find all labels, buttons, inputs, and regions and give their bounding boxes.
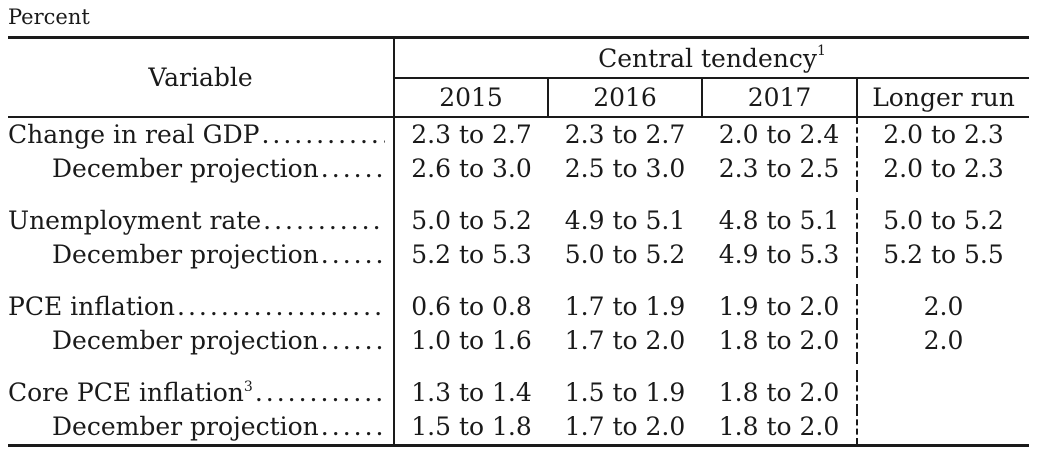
row-gap — [8, 186, 1029, 204]
row-label: Unemployment rate — [8, 206, 262, 235]
value-cell: 1.5 to 1.9 — [564, 378, 686, 407]
row-label-cell: Core PCE inflation3.....................… — [8, 376, 395, 410]
table-row: December projection.....................… — [8, 238, 1029, 272]
value-cell: 2.0 to 2.3 — [883, 154, 1004, 183]
value-cell: 1.3 to 1.4 — [411, 378, 532, 407]
table-row: December projection.....................… — [8, 410, 1030, 447]
row-label-cell: December projection.....................… — [8, 410, 395, 447]
central-tendency-header: Central tendency1 — [394, 36, 1030, 78]
central-tendency-label: Central tendency — [598, 43, 817, 73]
value-cell: 1.7 to 2.0 — [548, 410, 702, 447]
projections-table-wrapper: Variable Central tendency1 2015 2016 201… — [8, 36, 1030, 447]
row-label-cell: PCE inflation...........................… — [8, 290, 395, 324]
value-cell: 2.6 to 3.0 — [411, 154, 532, 183]
value-cell: 1.0 to 1.6 — [411, 326, 532, 355]
value-cell: 2.3 to 2.7 — [564, 120, 686, 149]
value-cell: 2.5 to 3.0 — [564, 154, 686, 183]
value-cell — [857, 376, 1029, 410]
year-header-2015: 2015 — [394, 77, 549, 118]
row-gap — [8, 272, 1029, 290]
row-label: December projection — [52, 240, 319, 269]
row-gap — [8, 358, 1029, 376]
row-label: December projection — [52, 412, 319, 441]
longer-run-header: Longer run — [857, 77, 1030, 118]
value-cell: 4.9 to 5.1 — [564, 206, 686, 235]
value-cell: 2.0 — [923, 326, 964, 355]
row-label-cell: December projection.....................… — [8, 152, 395, 186]
table-row: Change in real GDP......................… — [8, 117, 1029, 152]
row-label-cell: Unemployment rate.......................… — [8, 204, 395, 238]
table-row: December projection.....................… — [8, 152, 1029, 186]
year-header-2016: 2016 — [548, 77, 703, 118]
central-tendency-footnote: 1 — [816, 42, 826, 59]
row-label-cell: Change in real GDP......................… — [8, 117, 395, 152]
value-cell: 1.5 to 1.8 — [394, 410, 548, 447]
row-label: December projection — [52, 326, 319, 355]
row-label: PCE inflation — [8, 292, 176, 321]
row-label: Change in real GDP — [8, 120, 260, 149]
value-cell: 2.0 — [923, 292, 964, 321]
year-header-2017: 2017 — [702, 77, 858, 118]
table-row: Core PCE inflation3.....................… — [8, 376, 1029, 410]
value-cell: 5.0 to 5.2 — [883, 206, 1004, 235]
variable-header: Variable — [8, 36, 395, 118]
value-cell: 4.9 to 5.3 — [702, 238, 858, 272]
row-footnote: 3 — [243, 379, 253, 395]
unit-label: Percent — [8, 5, 90, 29]
row-label-cell: December projection.....................… — [8, 324, 395, 358]
value-cell: 2.3 to 2.7 — [411, 120, 532, 149]
value-cell: 1.8 to 2.0 — [702, 324, 858, 358]
value-cell: 1.7 to 1.9 — [564, 292, 686, 321]
value-cell: 1.9 to 2.0 — [702, 290, 858, 324]
value-cell: 4.8 to 5.1 — [702, 204, 858, 238]
row-label: Core PCE inflation — [8, 378, 244, 407]
value-cell: 5.2 to 5.3 — [411, 240, 532, 269]
table-row: Unemployment rate.......................… — [8, 204, 1029, 238]
value-cell — [857, 410, 1030, 447]
value-cell: 2.0 to 2.4 — [702, 117, 858, 152]
table-row: December projection.....................… — [8, 324, 1029, 358]
row-label-cell: December projection.....................… — [8, 238, 395, 272]
value-cell: 2.3 to 2.5 — [702, 152, 858, 186]
value-cell: 1.7 to 2.0 — [564, 326, 686, 355]
value-cell: 0.6 to 0.8 — [411, 292, 532, 321]
value-cell: 5.0 to 5.2 — [411, 206, 532, 235]
value-cell: 5.0 to 5.2 — [564, 240, 686, 269]
row-label: December projection — [52, 154, 319, 183]
value-cell: 1.8 to 2.0 — [702, 376, 858, 410]
value-cell: 2.0 to 2.3 — [883, 120, 1004, 149]
projections-table: Variable Central tendency1 2015 2016 201… — [8, 36, 1030, 447]
value-cell: 1.8 to 2.0 — [702, 410, 858, 447]
table-row: PCE inflation...........................… — [8, 290, 1029, 324]
value-cell: 5.2 to 5.5 — [883, 240, 1004, 269]
